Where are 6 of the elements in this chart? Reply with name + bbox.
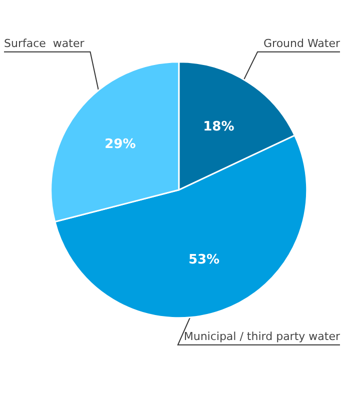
slice-label: Ground Water bbox=[264, 36, 340, 50]
data-label: 18% bbox=[203, 120, 234, 135]
slice-label: Municipal / third party water bbox=[184, 330, 340, 343]
data-label: 29% bbox=[104, 136, 136, 152]
slice-label: Surface water bbox=[4, 36, 85, 50]
data-label: 53% bbox=[188, 252, 220, 268]
